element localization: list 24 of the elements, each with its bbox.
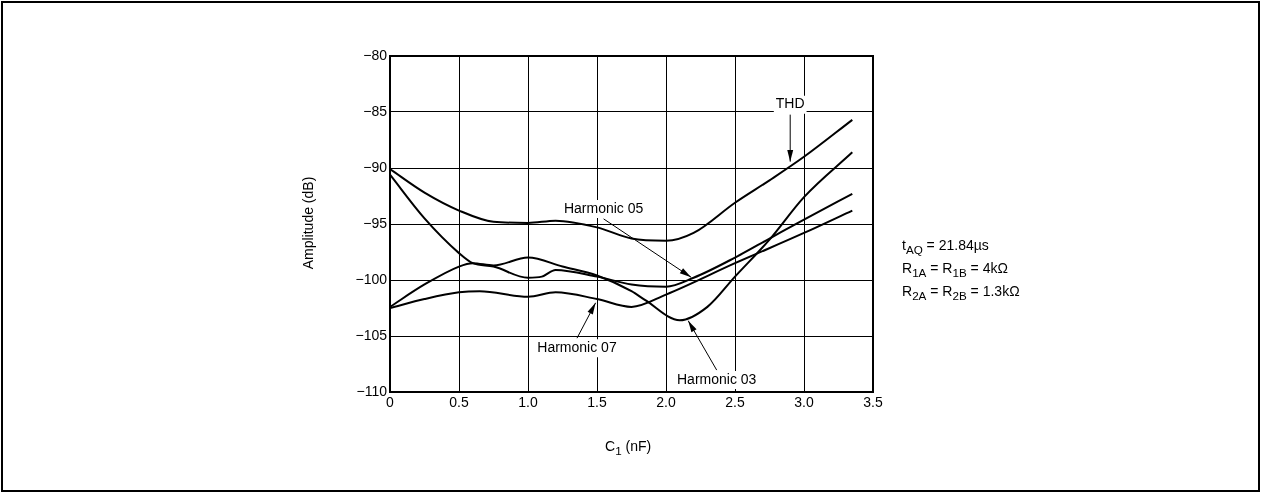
annotation: Harmonic 07 [537, 339, 617, 356]
y-tick-label: −110 [356, 382, 388, 399]
y-tick-label: −100 [355, 270, 388, 287]
x-tick-label: 2.0 [656, 394, 676, 411]
x-tick-label: 3.0 [794, 394, 814, 411]
text: R$_{2A}$ = R$_{2B}$ = 1.3kΩ [902, 281, 1020, 304]
x-tick-label: 0 [386, 394, 395, 411]
text: R$_{1A}$ = R$_{1B}$ = 4kΩ [902, 258, 1009, 281]
x-tick-label: 3.5 [863, 394, 883, 411]
annotation: Harmonic 05 [563, 199, 644, 216]
y-tick-label: −95 [363, 214, 388, 231]
x-tick-label: 1.0 [518, 394, 538, 411]
y-tick-label: −90 [363, 158, 388, 175]
x-axis-title: C$_{1}$ (nF) [605, 438, 652, 457]
x-tick-label: 2.5 [725, 394, 745, 411]
x-tick-label: 0.5 [449, 394, 469, 411]
y-axis-title: Amplitude (dB) [300, 176, 317, 270]
x-tick-label: 1.5 [587, 394, 607, 411]
y-tick-label: −80 [363, 46, 388, 63]
y-tick-label: −85 [363, 102, 388, 119]
text: t$_{AQ}$ = 21.84µs [902, 236, 990, 258]
annotation: THD [775, 95, 805, 112]
y-tick-label: −105 [355, 326, 388, 343]
annotation: Harmonic 03 [677, 370, 757, 387]
